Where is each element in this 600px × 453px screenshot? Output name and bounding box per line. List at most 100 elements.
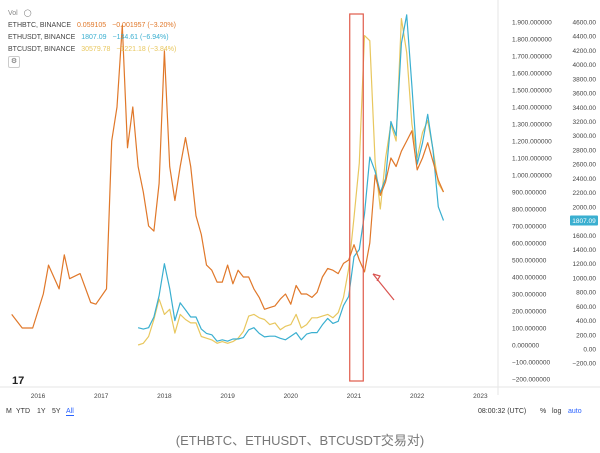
legend-symbol: ETHBTC, BINANCE <box>8 22 72 29</box>
right-axis-tick-label: 3400.00 <box>573 105 597 112</box>
right-axis-tick-label: 2800.00 <box>573 147 597 154</box>
figure-caption: (ETHBTC、ETHUSDT、BTCUSDT交易对) <box>175 433 425 448</box>
right-axis-tick-label: 600.00 <box>576 304 596 311</box>
auto-toggle[interactable]: auto <box>568 408 582 415</box>
right-axis-tick-label: 3200.00 <box>573 119 597 126</box>
time-axis-tick-label: 2023 <box>473 393 488 400</box>
annotation-arrow-head <box>372 273 381 282</box>
time-axis: 2016 2017 2018 2019 2020 2021 2022 2023 <box>31 393 488 400</box>
legend-row-btcusdt[interactable]: BTCUSDT, BINANCE 30579.78 −1221.18 (−3.8… <box>8 44 176 56</box>
left-axis-tick-label: 1.000.000000 <box>512 173 552 180</box>
left-axis-tick-label: 1.100.000000 <box>512 156 552 163</box>
range-button-all[interactable]: All <box>66 408 74 416</box>
current-price-badge-label: 1807.09 <box>572 218 596 225</box>
right-axis-tick-label: 2400.00 <box>573 176 597 183</box>
left-axis-tick-label: 500.000000 <box>512 258 547 265</box>
left-axis-tick-label: 100.000000 <box>512 326 547 333</box>
grid-layer <box>0 0 600 395</box>
right-axis-tick-label: 3600.00 <box>573 91 597 98</box>
chart-svg: 1.900.000000 1.800.000000 1.700.000000 1.60… <box>0 0 600 400</box>
legend-vol-row: Vol ◯ <box>8 8 176 20</box>
series-layer <box>11 14 445 346</box>
legend-value: 1807.09 <box>81 34 107 41</box>
right-axis-tick-label: 4600.00 <box>573 20 597 27</box>
legend-symbol: BTCUSDT, BINANCE <box>8 46 76 53</box>
range-button-m[interactable]: M <box>6 408 12 415</box>
legend-change: −134.61 (−6.94%) <box>112 34 169 41</box>
time-axis-tick-label: 2018 <box>157 393 172 400</box>
right-price-axis: 4600.00 4400.00 4200.00 4000.00 3800.00 3600.… <box>570 20 598 368</box>
right-axis-tick-label: 2600.00 <box>573 162 597 169</box>
right-axis-tick-label: 2200.00 <box>573 190 597 197</box>
log-toggle[interactable]: log <box>552 408 562 415</box>
range-button-ytd[interactable]: YTD <box>16 408 30 415</box>
tradingview-logo: 17 <box>12 375 25 387</box>
right-axis-tick-label: 800.00 <box>576 290 596 297</box>
annotation-arrow <box>372 273 395 301</box>
left-axis-tick-label: 600.000000 <box>512 241 547 248</box>
utc-time[interactable]: 08:00:32 (UTC) <box>478 408 527 415</box>
right-axis-tick-label: 200.00 <box>576 332 596 339</box>
series-line-btcusdt <box>137 18 445 346</box>
legend-settings-row: ⚙ <box>8 56 176 68</box>
left-axis-tick-label: 200.000000 <box>512 309 547 316</box>
right-axis-tick-label: 3800.00 <box>573 76 597 83</box>
left-axis-tick-label: 1.700.000000 <box>512 54 552 61</box>
left-axis-tick-label: 1.900.000000 <box>512 20 552 27</box>
right-axis-tick-label: 2000.00 <box>573 204 597 211</box>
left-axis-tick-label: 1.300.000000 <box>512 122 552 129</box>
range-button-5y[interactable]: 5Y <box>52 408 61 415</box>
left-axis-tick-label: 1.400.000000 <box>512 105 552 112</box>
time-axis-tick-label: 2022 <box>410 393 425 400</box>
left-axis-tick-label: −200.000000 <box>512 377 551 384</box>
right-axis-tick-label: 1000.00 <box>573 275 597 282</box>
right-axis-tick-label: 400.00 <box>576 318 596 325</box>
series-line-ethbtc <box>11 24 445 329</box>
right-axis-tick-label: −200.00 <box>572 361 596 368</box>
right-axis-tick-label: 1600.00 <box>573 233 597 240</box>
left-axis-tick-label: −100.000000 <box>512 360 551 367</box>
right-axis-tick-label: 0.00 <box>583 347 596 354</box>
time-axis-tick-label: 2020 <box>284 393 299 400</box>
bottom-toolbar: M YTD 1Y 5Y All 08:00:32 (UTC) % log aut… <box>0 405 600 421</box>
time-axis-tick-label: 2019 <box>220 393 235 400</box>
left-axis-tick-label: 1.600.000000 <box>512 71 552 78</box>
annotation-layer <box>349 13 395 382</box>
legend-change: −1221.18 (−3.84%) <box>116 46 177 53</box>
range-button-1y[interactable]: 1Y <box>37 408 46 415</box>
legend-row-ethbtc[interactable]: ETHBTC, BINANCE 0.059105 −0.001957 (−3.2… <box>8 20 176 32</box>
right-axis-tick-label: 1200.00 <box>573 261 597 268</box>
highlight-box <box>349 13 364 382</box>
left-axis-tick-label: 1.800.000000 <box>512 37 552 44</box>
current-price-badge <box>570 215 598 226</box>
right-axis-tick-label: 4200.00 <box>573 48 597 55</box>
legend: Vol ◯ ETHBTC, BINANCE 0.059105 −0.001957… <box>8 8 176 68</box>
left-axis-tick-label: 1.500.000000 <box>512 88 552 95</box>
left-axis-tick-label: 1.200.000000 <box>512 139 552 146</box>
eye-icon[interactable]: ◯ <box>23 10 32 17</box>
right-axis-tick-label: 4000.00 <box>573 62 597 69</box>
left-axis-tick-label: 0.000000 <box>512 343 539 350</box>
time-axis-tick-label: 2021 <box>347 393 362 400</box>
legend-value: 0.059105 <box>76 22 107 29</box>
time-axis-tick-label: 2017 <box>94 393 109 400</box>
time-axis-tick-label: 2016 <box>31 393 46 400</box>
left-axis-tick-label: 700.000000 <box>512 224 547 231</box>
left-axis-tick-label: 400.000000 <box>512 275 547 282</box>
left-axis-tick-label: 900.000000 <box>512 190 547 197</box>
left-price-axis: 1.900.000000 1.800.000000 1.700.000000 1.60… <box>512 20 552 384</box>
left-axis-tick-label: 300.000000 <box>512 292 547 299</box>
legend-change: −0.001957 (−3.20%) <box>112 22 176 29</box>
gear-icon[interactable]: ⚙ <box>8 56 20 68</box>
legend-row-ethusdt[interactable]: ETHUSDT, BINANCE 1807.09 −134.61 (−6.94%… <box>8 32 176 44</box>
right-axis-tick-label: 3000.00 <box>573 133 597 140</box>
legend-value: 30579.78 <box>81 46 111 53</box>
right-axis-tick-label: 4400.00 <box>573 34 597 41</box>
right-axis-tick-label: 1400.00 <box>573 247 597 254</box>
series-line-ethusdt <box>137 14 445 342</box>
left-axis-tick-label: 800.000000 <box>512 207 547 214</box>
vol-label[interactable]: Vol <box>8 10 18 17</box>
percent-toggle[interactable]: % <box>540 408 547 415</box>
legend-symbol: ETHUSDT, BINANCE <box>8 34 76 41</box>
